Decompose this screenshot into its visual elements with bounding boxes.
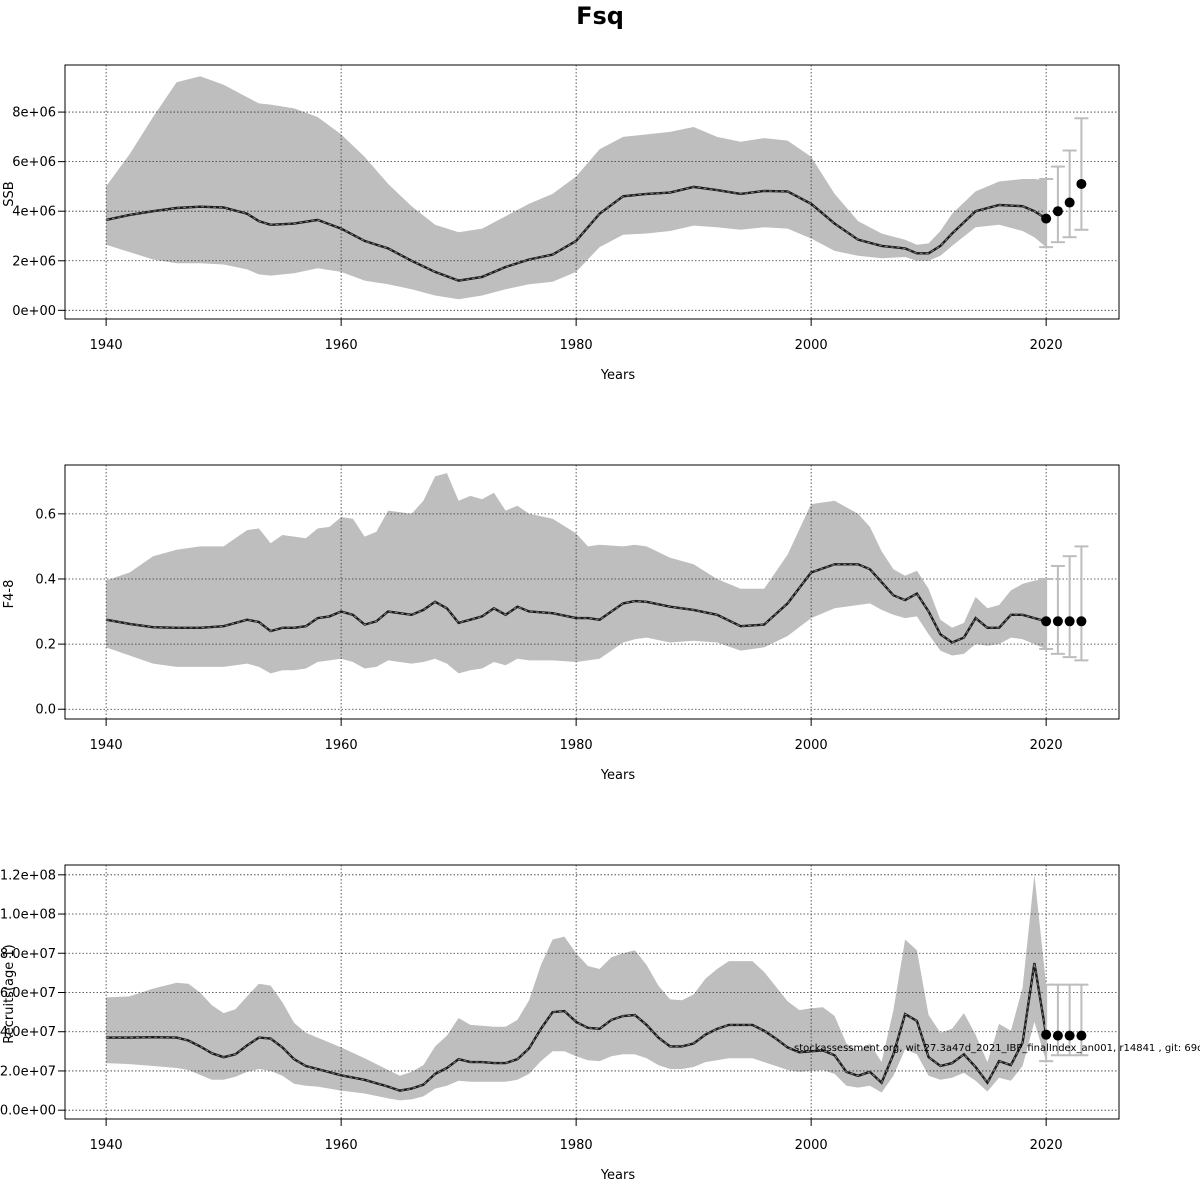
y-tick-label: 0.4 [35, 572, 56, 587]
estimate-line-dashes [106, 963, 1047, 1092]
forecast-point [1076, 616, 1087, 627]
y-tick-label: 6.0e+07 [0, 986, 56, 1001]
x-tick-label: 2000 [795, 338, 828, 353]
x-tick-label: 1960 [325, 1138, 358, 1153]
x-tick-label: 1940 [90, 738, 123, 753]
x-tick-label: 2020 [1030, 1138, 1063, 1153]
y-axis-label: SSB [2, 181, 17, 206]
forecast-point [1064, 197, 1075, 208]
x-tick-label: 2020 [1030, 738, 1063, 753]
chart-panels: 1940 1960 1980 2000 2020 0e+00 2e+06 4e+06 6e+06… [0, 64, 1120, 1183]
y-tick-label: 8.0e+07 [0, 947, 56, 962]
panel-2: 1940 1960 1980 2000 2020 0.0 0.2 0.4 0.6 Years F4-… [2, 464, 1120, 783]
x-tick-label: 1940 [90, 338, 123, 353]
forecast-point [1041, 213, 1052, 224]
forecast-point [1052, 616, 1063, 627]
x-axis-label: Years [600, 368, 636, 383]
x-tick-label: 1980 [560, 738, 593, 753]
y-axis-label: F4-8 [2, 580, 17, 609]
y-tick-label: 2e+06 [12, 254, 56, 269]
y-tick-label: 8e+06 [12, 106, 56, 121]
y-tick-label: 0.2 [35, 638, 56, 653]
forecast-point [1076, 178, 1087, 189]
y-tick-label: 0.0 [35, 703, 56, 718]
y-tick-label: 0e+00 [12, 304, 56, 319]
panel-1: 1940 1960 1980 2000 2020 0e+00 2e+06 4e+06 6e+06… [2, 64, 1120, 383]
estimate-line [105, 563, 1047, 644]
x-tick-label: 2020 [1030, 338, 1063, 353]
x-tick-label: 1960 [325, 338, 358, 353]
y-tick-label: 6e+06 [12, 155, 56, 170]
forecast-point [1041, 616, 1052, 627]
confidence-band [106, 473, 1047, 674]
plot-frame [64, 64, 1120, 320]
forecast-point [1052, 206, 1063, 217]
footnote: stockassessment.org, wit.27.3a47d_2021_I… [794, 1043, 1200, 1054]
x-tick-label: 1940 [90, 1138, 123, 1153]
y-tick-label: 2.0e+07 [0, 1064, 56, 1079]
x-axis-label: Years [600, 768, 636, 783]
y-tick-label: 0.6 [35, 507, 56, 522]
forecast-point [1064, 616, 1075, 627]
estimate-line [105, 185, 1047, 282]
forecast-point [1076, 1030, 1087, 1041]
y-tick-label: 4e+06 [12, 205, 56, 220]
y-tick-label: 1.2e+08 [0, 868, 56, 883]
forecast-point [1064, 1030, 1075, 1041]
forecast-point [1052, 1030, 1063, 1041]
x-tick-label: 2000 [795, 1138, 828, 1153]
y-tick-label: 1.0e+08 [0, 908, 56, 923]
y-tick-label: 4.0e+07 [0, 1025, 56, 1040]
x-axis-label: Years [600, 1168, 636, 1183]
y-axis-label: Recruits(age 1) [2, 944, 17, 1043]
y-tick-label: 0.0e+00 [0, 1104, 56, 1119]
x-tick-label: 1980 [560, 1138, 593, 1153]
panel-3: 1940 1960 1980 2000 2020 0.0e+00 2.0e+07 4.0e+0… [0, 864, 1120, 1183]
x-tick-label: 1980 [560, 338, 593, 353]
forecast-point [1041, 1029, 1052, 1040]
x-tick-label: 1960 [325, 738, 358, 753]
x-tick-label: 2000 [795, 738, 828, 753]
plot-frame [64, 464, 1120, 720]
chart-title: Fsq [576, 2, 624, 30]
